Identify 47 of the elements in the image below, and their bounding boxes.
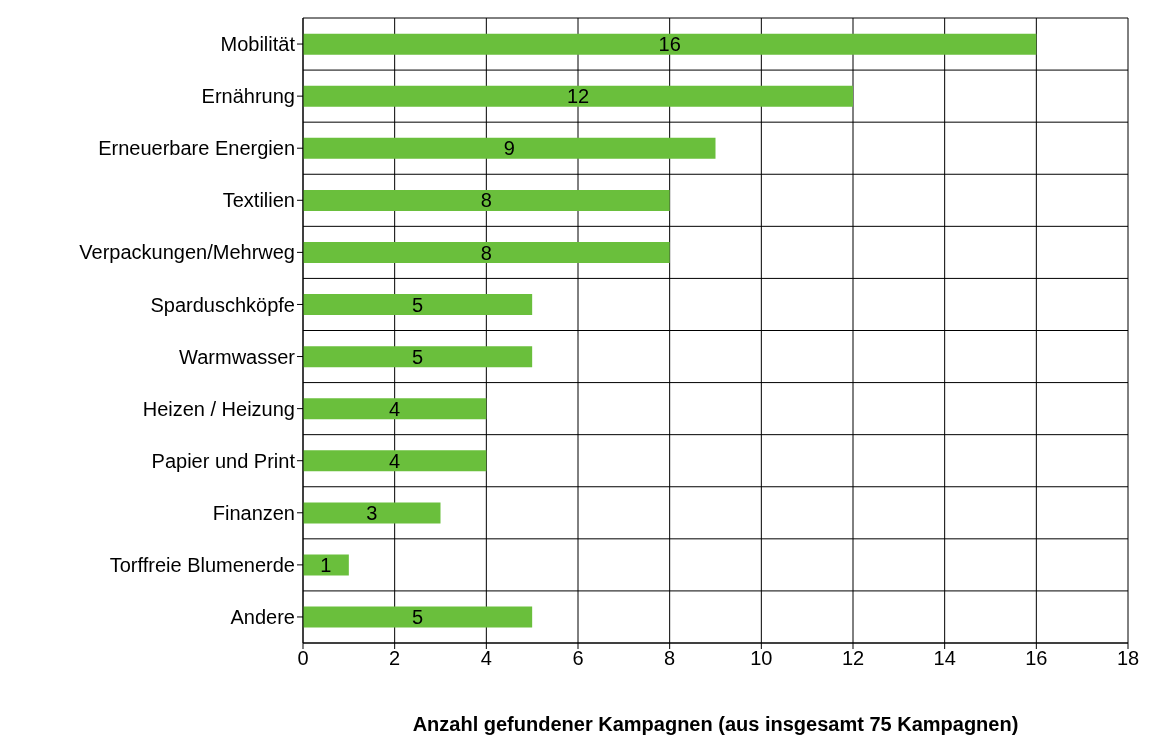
y-tick-label: Papier und Print [151,449,296,472]
bar [303,137,716,159]
data-label: 4 [389,397,401,420]
bar [303,241,670,263]
data-label: 12 [566,85,590,108]
x-tick-label: 18 [1116,647,1140,670]
bar [303,294,533,316]
data-label: 4 [389,449,401,472]
data-label: 8 [480,241,492,264]
data-label: 8 [480,189,492,212]
y-tick-label: Andere [230,606,295,629]
bar [303,85,853,107]
y-tick-label: Erneuerbare Energien [98,137,295,160]
data-label: 1 [320,554,332,577]
bar [303,33,1037,55]
data-label: 5 [412,345,424,368]
bar [303,398,487,420]
data-label: 5 [412,293,424,316]
bar [303,554,349,576]
x-tick-label: 12 [841,647,865,670]
bar [303,189,670,211]
x-tick-label: 16 [1025,647,1048,670]
bar [303,606,533,628]
y-tick-label: Ernährung [201,85,295,108]
x-tick-label: 4 [480,647,492,670]
y-tick-label: Mobilität [220,33,296,56]
bar [303,450,487,472]
data-label: 16 [658,33,681,56]
x-tick-label: 0 [297,647,309,670]
x-tick-label: 2 [389,647,401,670]
data-label: 5 [412,606,424,629]
bar [303,502,441,524]
x-tick-label: 10 [750,647,773,670]
y-tick-label: Warmwasser [179,345,296,368]
data-label: 9 [503,137,515,160]
data-label: 3 [366,501,378,524]
x-tick-label: 6 [572,647,584,670]
bar [303,346,533,368]
y-tick-label: Textilien [222,189,295,212]
x-tick-label: 8 [664,647,676,670]
x-tick-label: 14 [933,647,956,670]
y-tick-label: Torffreie Blumenerde [109,553,295,576]
y-tick-label: Verpackungen/Mehrweg [79,241,295,264]
x-axis-title: Anzahl gefundener Kampagnen (aus insgesamt 75 Kampagnen) [412,713,1019,735]
y-tick-label: Sparduschköpfe [150,293,295,316]
y-tick-label: Finanzen [212,501,295,524]
y-tick-label: Heizen / Heizung [142,397,295,420]
